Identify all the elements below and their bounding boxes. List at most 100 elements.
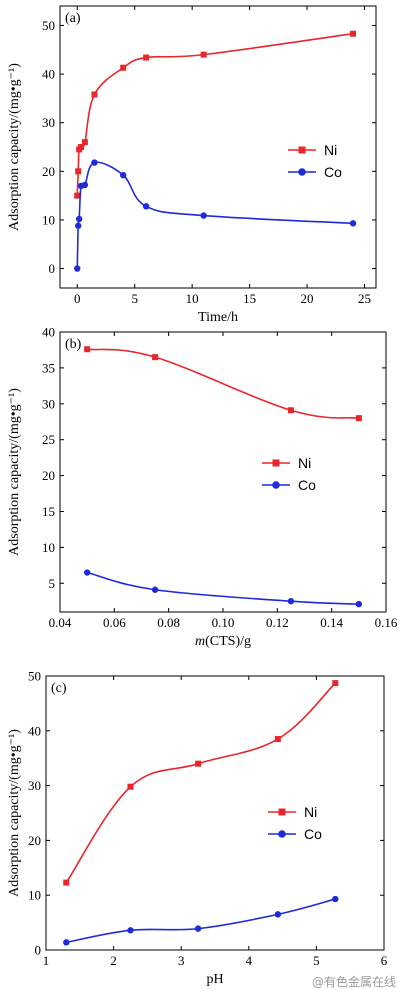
panel-label: (c) bbox=[51, 681, 67, 696]
y-axis-title: Adsorption capacity/(mg•g⁻¹) bbox=[7, 388, 22, 556]
plot-frame bbox=[59, 331, 387, 613]
watermark-text: @有色金属在线 bbox=[312, 974, 396, 989]
data-point-ni bbox=[287, 407, 294, 414]
data-point-ni bbox=[195, 760, 202, 767]
plot-frame bbox=[59, 5, 377, 289]
x-tick-label: 15 bbox=[243, 291, 256, 306]
data-point-co bbox=[74, 222, 82, 229]
x-tick-label: 5 bbox=[313, 953, 320, 968]
data-point-ni bbox=[274, 736, 281, 743]
data-point-ni bbox=[152, 354, 159, 361]
y-tick-label: 20 bbox=[42, 164, 55, 179]
data-point-ni bbox=[355, 415, 362, 422]
x-axis-title: Time/h bbox=[198, 310, 238, 325]
panel-label: (a) bbox=[65, 11, 81, 26]
data-point-ni bbox=[120, 64, 127, 71]
data-point-co bbox=[200, 212, 207, 219]
legend-marker-co bbox=[278, 830, 286, 838]
data-point-co bbox=[194, 925, 202, 932]
data-point-co bbox=[332, 895, 339, 903]
y-tick-label: 0 bbox=[35, 943, 42, 958]
legend-label-co: Co bbox=[304, 826, 322, 842]
data-point-co bbox=[151, 586, 159, 593]
x-tick-label: 0.10 bbox=[212, 615, 235, 630]
panel-c: 1 2 3 4 5 6 0 10 20 30 40 50 pH Adsorption capacity/(… bbox=[7, 669, 388, 988]
series-line-co bbox=[76, 161, 354, 269]
data-point-co bbox=[75, 215, 83, 223]
x-tick-label: 0.14 bbox=[320, 615, 343, 630]
legend-label-co: Co bbox=[324, 164, 342, 180]
data-point-co bbox=[349, 220, 357, 227]
y-tick-label: 20 bbox=[42, 468, 55, 483]
legend-label-co: Co bbox=[298, 477, 316, 493]
x-tick-label: 0.04 bbox=[49, 615, 72, 630]
series-line-ni bbox=[87, 348, 359, 419]
y-tick-label: 30 bbox=[42, 115, 55, 130]
data-point-ni bbox=[143, 54, 150, 61]
series-line-ni bbox=[65, 682, 336, 884]
x-tick-label: 6 bbox=[381, 953, 388, 968]
data-point-co bbox=[120, 172, 127, 179]
y-tick-label: 40 bbox=[42, 67, 55, 82]
legend-label-ni: Ni bbox=[324, 142, 337, 158]
x-axis-title: pH bbox=[206, 972, 223, 987]
data-point-ni bbox=[78, 144, 85, 150]
data-point-ni bbox=[81, 139, 88, 146]
legend-label-ni: Ni bbox=[298, 455, 311, 471]
x-tick-label: 20 bbox=[301, 291, 314, 306]
x-tick-label: 0.16 bbox=[375, 615, 398, 630]
y-tick-label: 5 bbox=[49, 576, 56, 591]
x-tick-label: 0.08 bbox=[157, 615, 180, 630]
y-tick-label: 35 bbox=[42, 360, 55, 375]
legend-label-ni: Ni bbox=[304, 804, 317, 820]
data-point-ni bbox=[200, 51, 207, 58]
x-tick-label: 5 bbox=[131, 291, 138, 306]
y-tick-label: 25 bbox=[42, 432, 55, 447]
data-point-ni bbox=[350, 30, 357, 37]
y-tick-label: 10 bbox=[28, 888, 41, 903]
y-tick-label: 50 bbox=[42, 18, 55, 33]
x-tick-label: 0 bbox=[74, 291, 81, 306]
series-line-co bbox=[86, 571, 359, 605]
x-tick-label: 2 bbox=[110, 953, 117, 968]
panel-a: 0 5 10 15 20 25 0 10 20 30 40 50 Time/h Adsorption ca… bbox=[7, 5, 377, 325]
data-point-co bbox=[355, 600, 363, 608]
legend-marker-ni bbox=[272, 459, 280, 467]
data-point-co bbox=[83, 569, 91, 576]
plot-frame bbox=[45, 675, 385, 951]
data-point-co bbox=[91, 159, 98, 166]
data-point-co bbox=[81, 181, 89, 189]
y-axis-title: Adsorption capacity/(mg•g⁻¹) bbox=[7, 63, 22, 231]
x-tick-label: 0.06 bbox=[103, 615, 126, 630]
y-tick-label: 10 bbox=[42, 212, 55, 227]
data-point-co bbox=[142, 203, 150, 210]
data-point-co bbox=[274, 911, 282, 918]
data-point-ni bbox=[127, 783, 134, 790]
data-point-ni bbox=[91, 91, 98, 98]
x-tick-label: 1 bbox=[43, 953, 50, 968]
data-point-co bbox=[63, 939, 70, 946]
y-tick-label: 15 bbox=[42, 504, 55, 519]
y-tick-label: 10 bbox=[42, 540, 55, 555]
panel-label: (b) bbox=[65, 337, 82, 352]
data-point-ni bbox=[63, 879, 70, 886]
data-point-co bbox=[74, 265, 81, 272]
data-point-ni bbox=[75, 168, 82, 175]
series-line-co bbox=[66, 898, 336, 944]
y-tick-label: 30 bbox=[28, 778, 41, 793]
x-axis-title: m(CTS)/g bbox=[195, 634, 251, 649]
data-point-co bbox=[287, 598, 295, 605]
data-point-co bbox=[127, 927, 134, 934]
legend-marker-co bbox=[272, 481, 280, 489]
x-tick-label: 0.12 bbox=[266, 615, 289, 630]
y-tick-label: 20 bbox=[28, 833, 41, 848]
data-point-ni bbox=[84, 346, 91, 353]
legend-marker-ni bbox=[298, 146, 306, 154]
data-point-ni bbox=[74, 192, 81, 199]
x-tick-label: 3 bbox=[178, 953, 185, 968]
y-tick-label: 0 bbox=[49, 261, 56, 276]
legend-marker-ni bbox=[278, 808, 286, 816]
x-tick-label: 25 bbox=[358, 291, 371, 306]
data-point-ni bbox=[332, 680, 339, 687]
